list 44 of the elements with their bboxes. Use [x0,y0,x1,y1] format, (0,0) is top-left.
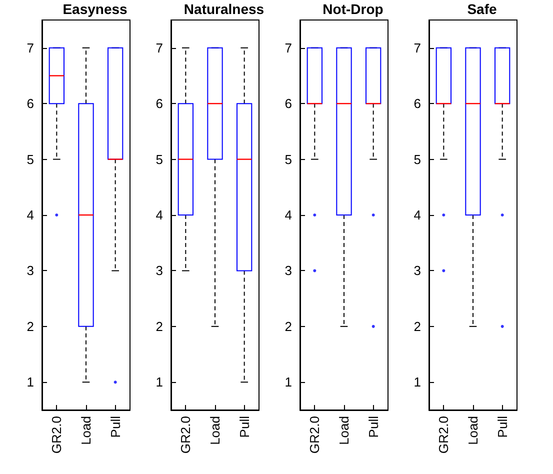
y-tick-label: 6 [284,96,292,112]
x-tick-label: Load [208,416,222,445]
y-tick-label: 3 [284,263,292,278]
chart-title: Naturalness [184,1,264,17]
y-tick-label: 3 [156,263,163,278]
x-tick-label: GR2.0 [49,416,64,454]
x-tick-label: Pull [236,416,252,438]
y-tick-label: 6 [414,96,421,112]
x-tick-label: GR2.0 [178,416,194,454]
y-tick-label: 4 [414,208,421,222]
x-tick-label: GR2.0 [436,416,452,454]
y-tick-label: 2 [26,318,34,334]
y-tick-label: 5 [414,152,421,167]
chart-title: Safe [467,1,497,17]
y-tick-label: 5 [156,152,163,167]
y-tick-label: 2 [414,318,421,334]
y-tick-label: 1 [26,374,34,390]
x-tick-label: Load [78,416,94,445]
y-tick-label: 4 [284,208,292,222]
x-tick-label: Load [466,416,480,445]
x-tick-label: Pull [108,416,123,438]
y-tick-label: 3 [26,263,34,278]
y-tick-label: 1 [414,374,421,390]
chart-title: Not-Drop [322,1,384,17]
y-tick-label: 4 [26,208,34,222]
chart-title: Easyness [62,1,128,17]
x-tick-label: GR2.0 [307,416,322,454]
y-tick-label: 3 [414,263,421,278]
x-tick-label: Load [336,416,352,445]
x-tick-label: Pull [494,416,510,438]
y-tick-label: 1 [284,374,292,390]
y-tick-label: 7 [284,40,292,56]
y-tick-label: 6 [26,96,34,112]
x-tick-label: Pull [366,416,381,438]
y-tick-label: 4 [156,208,163,222]
y-tick-label: 7 [26,40,34,56]
y-tick-label: 7 [414,40,421,56]
y-tick-label: 7 [156,40,163,56]
y-tick-label: 1 [156,374,163,390]
y-tick-label: 5 [26,152,34,167]
y-tick-label: 2 [284,318,292,334]
y-tick-label: 5 [284,152,292,167]
y-tick-label: 6 [156,96,163,112]
y-tick-label: 2 [156,318,163,334]
